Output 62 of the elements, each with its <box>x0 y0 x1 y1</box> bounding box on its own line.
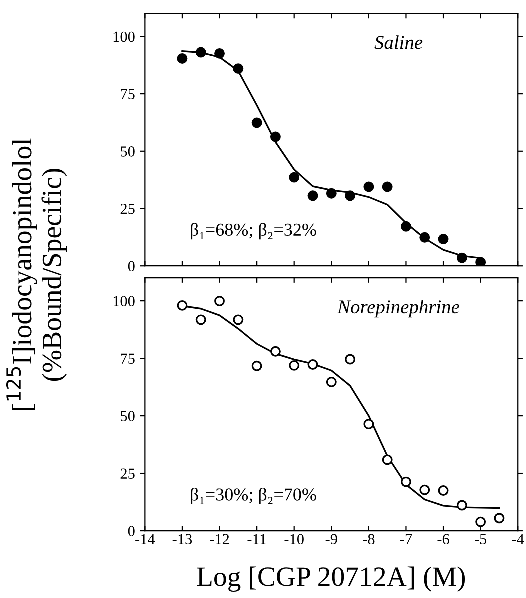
point <box>476 257 486 266</box>
point <box>233 64 244 74</box>
point <box>289 172 300 183</box>
y-tick-label: 25 <box>120 468 135 479</box>
point <box>308 190 318 202</box>
point <box>401 221 412 232</box>
annotation: β₁=68%; β₂=32% <box>191 223 316 240</box>
y-tick-label: 25 <box>120 204 135 214</box>
point <box>456 252 468 264</box>
point <box>214 48 225 59</box>
point <box>382 454 393 466</box>
point <box>364 182 374 192</box>
point <box>382 182 393 192</box>
point <box>270 346 281 357</box>
point <box>252 360 262 372</box>
x-tick-label: -8 <box>363 534 375 545</box>
y-tick-label: 0 <box>128 526 135 536</box>
x-tick-label: -10 <box>284 534 304 545</box>
y-tick-label: 50 <box>121 411 135 422</box>
x-tick-label: -7 <box>400 534 412 544</box>
y-tick-label: 75 <box>121 89 135 100</box>
point <box>177 300 188 311</box>
point <box>177 53 188 64</box>
y-tick-label: 100 <box>114 32 135 42</box>
point <box>308 360 318 370</box>
x-tick-label: -14 <box>136 534 156 544</box>
x-tick-label: -9 <box>326 534 338 545</box>
y-tick-label: 100 <box>114 296 135 307</box>
point <box>270 132 281 142</box>
annotation: β₁=30%; β₂=70% <box>191 488 316 505</box>
point <box>456 500 468 511</box>
x-tick-label: -11 <box>248 534 266 544</box>
x-tick-label: -6 <box>438 534 450 545</box>
point <box>214 296 225 307</box>
point <box>401 476 412 488</box>
point <box>438 486 449 496</box>
point <box>196 47 206 58</box>
x-tick-label: -12 <box>210 534 230 544</box>
point <box>438 234 449 244</box>
point <box>345 190 356 202</box>
y-tick-label: 75 <box>121 354 135 364</box>
y-axis-title: [$^{125}$I]iodocyanopindolol (%Bound/Specific) <box>6 138 68 410</box>
point <box>252 118 262 128</box>
annotation: Saline <box>374 36 423 50</box>
point <box>326 377 337 388</box>
point <box>364 419 374 430</box>
x-tick-label: -5 <box>475 534 487 545</box>
point <box>196 314 206 326</box>
annotation: Norepinephrine <box>337 300 460 318</box>
point <box>420 484 430 496</box>
point <box>326 188 337 199</box>
point <box>233 314 244 326</box>
x-axis-title: Log [CGP 20712A] (M) <box>197 566 466 592</box>
point <box>420 232 430 243</box>
x-tick-label: -4 <box>512 534 524 544</box>
point <box>289 360 300 371</box>
y-tick-label: 0 <box>128 261 135 272</box>
point <box>476 516 486 528</box>
point <box>494 513 505 524</box>
point <box>345 354 356 365</box>
x-tick-label: -13 <box>172 534 192 545</box>
y-tick-label: 50 <box>121 146 135 157</box>
